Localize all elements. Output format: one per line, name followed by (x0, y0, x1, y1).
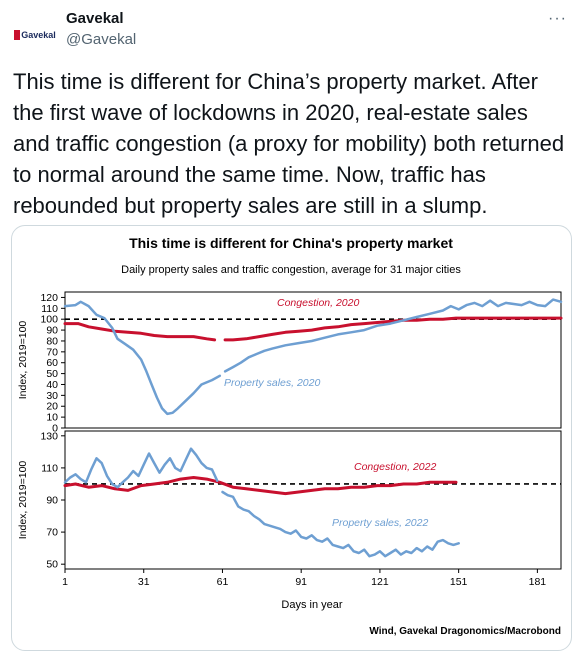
panel-2022: 50 70 90 110 130 Index, 2019=100 Congestion, 2… (17, 430, 562, 571)
y-tick-label: 110 (41, 303, 58, 315)
x-tick-label: 61 (217, 576, 229, 588)
user-handle[interactable]: @Gavekal (66, 31, 137, 48)
y-tick-label: 100 (40, 314, 58, 326)
x-axis: 1 31 61 91 121 151 181 (62, 569, 546, 588)
logo-text: Gavekal (21, 30, 56, 40)
y-tick-label: 90 (46, 325, 58, 337)
y-tick-label: 10 (46, 412, 58, 424)
y-tick-label: 40 (46, 379, 58, 391)
gavekal-logo: Gavekal (14, 30, 56, 40)
series-label: Congestion, 2020 (277, 297, 359, 309)
tweet-text: This time is different for China’s prope… (13, 69, 565, 218)
logo-mark-icon (14, 30, 21, 40)
congestion-line (223, 316, 563, 342)
y-tick-label: 110 (41, 462, 58, 474)
series-label: Property sales, 2020 (224, 377, 320, 389)
congestion-line (63, 322, 217, 342)
display-name[interactable]: Gavekal (66, 10, 124, 27)
x-tick-label: 31 (138, 576, 150, 588)
plot-frame (64, 430, 562, 570)
y-tick-label: 80 (46, 335, 58, 347)
series-label: Congestion, 2022 (354, 461, 436, 473)
x-axis-label: Days in year (281, 599, 342, 611)
plot-frame (64, 291, 562, 429)
y-tick-label: 50 (46, 368, 58, 380)
y-tick-label: 120 (40, 292, 58, 304)
y-tick-label: 70 (46, 527, 58, 539)
x-tick-label: 91 (295, 576, 307, 588)
source-note: Wind, Gavekal Dragonomics/Macrobond (369, 626, 561, 637)
y-axis-label: Index, 2019=100 (17, 461, 29, 540)
property-sales-line (63, 447, 219, 489)
chart-image-card[interactable]: This time is different for China's prope… (11, 225, 572, 651)
x-tick-label: 1 (62, 576, 68, 588)
y-tick-label: 30 (46, 390, 58, 402)
property-sales-line (221, 490, 460, 558)
chart-figure: This time is different for China's prope… (17, 235, 563, 637)
tweet-header: Gavekal Gavekal @Gavekal ··· (0, 0, 581, 60)
property-sales-line (63, 300, 222, 416)
chart-subtitle: Daily property sales and traffic congest… (121, 264, 461, 276)
x-tick-label: 181 (529, 576, 547, 588)
x-tick-label: 121 (371, 576, 389, 588)
y-tick-label: 70 (46, 346, 58, 358)
avatar[interactable]: Gavekal (12, 12, 58, 58)
series-label: Property sales, 2022 (332, 517, 428, 529)
y-tick-label: 20 (46, 401, 58, 413)
y-tick-label: 130 (40, 430, 58, 442)
property-sales-line (223, 298, 563, 373)
y-tick-label: 0 (52, 423, 58, 435)
y-tick-label: 90 (46, 495, 58, 507)
x-tick-label: 151 (450, 576, 468, 588)
congestion-line (63, 476, 458, 496)
y-tick-label: 50 (46, 559, 58, 571)
y-axis-label: Index, 2019=100 (17, 321, 29, 400)
more-options-icon[interactable]: ··· (548, 10, 567, 27)
y-tick-label: 60 (46, 357, 58, 369)
chart-title: This time is different for China's prope… (129, 235, 453, 251)
